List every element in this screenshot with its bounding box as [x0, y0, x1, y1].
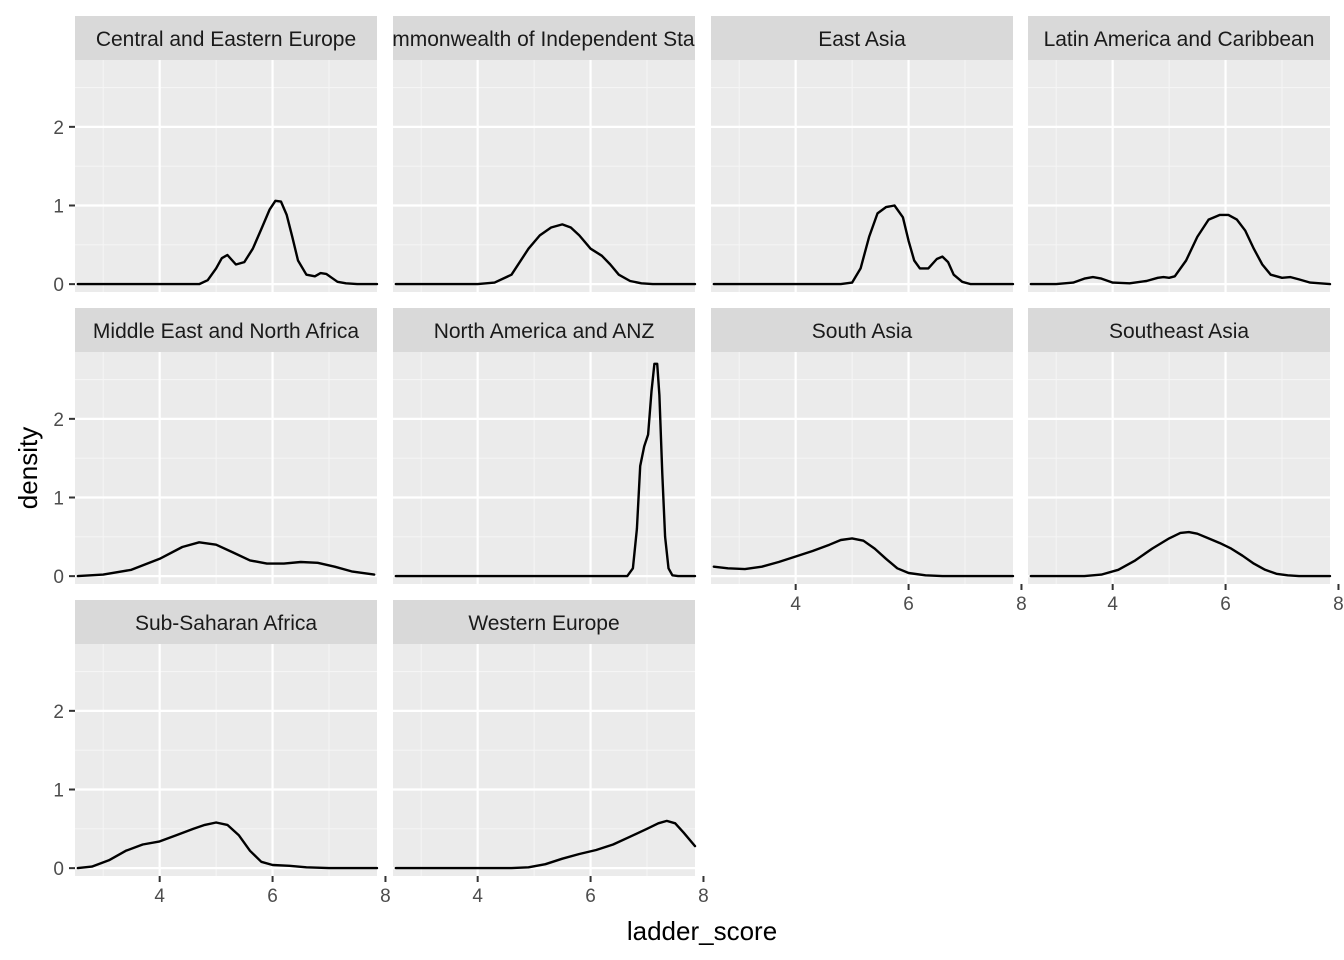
density-line [76, 541, 376, 578]
facet-strip [711, 308, 1013, 352]
y-tick-label: 1 [53, 488, 64, 509]
y-tick-label: 0 [53, 567, 64, 588]
x-tick-label: 4 [790, 594, 801, 615]
y-tick-label: 2 [53, 118, 64, 139]
facet-panel: Western Europe 4 6 8 [393, 600, 709, 907]
facet-panel: North America and ANZ [393, 308, 705, 584]
y-tick-label: 1 [53, 780, 64, 801]
facet-strip-label: Middle East and North Africa [93, 320, 359, 343]
facet-panel: Middle East and North Africa 0 1 2 [53, 308, 387, 588]
panel-background [711, 352, 1013, 584]
x-tick-label: 6 [267, 886, 278, 907]
density-line [76, 821, 379, 870]
x-axis-title: ladder_score [627, 916, 777, 946]
panel-background [711, 60, 1013, 292]
x-tick-label: 8 [1016, 594, 1027, 615]
x-tick-label: 6 [585, 886, 596, 907]
panel-background [75, 60, 377, 292]
panel-background [1028, 352, 1330, 584]
density-line [1029, 530, 1332, 578]
facet-panel: Southeast Asia 4 6 8 [1028, 308, 1344, 615]
facet-strip-label: Sub-Saharan Africa [135, 612, 317, 635]
facet-strip [393, 600, 695, 644]
y-tick-label: 0 [53, 275, 64, 296]
facet-strip-label: East Asia [818, 28, 906, 51]
x-tick-label: 8 [1333, 594, 1344, 615]
panel-background [75, 644, 377, 876]
density-line [394, 362, 697, 578]
facet-strip-label: Western Europe [468, 612, 619, 635]
facet-strip-label: South Asia [812, 320, 913, 343]
facet-panel: Sub-Saharan Africa 0 1 2 4 6 8 [53, 600, 391, 907]
facet-strip [393, 308, 695, 352]
facet-strip-label: Central and Eastern Europe [96, 28, 356, 51]
panel-background [75, 352, 377, 584]
x-tick-label: 4 [1107, 594, 1118, 615]
facet-panel: South Asia 4 6 8 [711, 308, 1027, 615]
y-tick-label: 2 [53, 410, 64, 431]
facet-strip-label: Latin America and Caribbean [1044, 28, 1315, 51]
facet-panel: Central and Eastern Europe 0 1 2 [53, 16, 387, 296]
density-line [394, 223, 697, 286]
facet-strip [75, 600, 377, 644]
panel-background [393, 644, 695, 876]
panel-background [393, 60, 695, 292]
facet-strip [75, 16, 377, 60]
facet-strip-label: Commonwealth of Independent States [365, 28, 722, 51]
panel-background [393, 352, 695, 584]
y-tick-label: 2 [53, 702, 64, 723]
x-tick-label: 4 [154, 886, 165, 907]
x-tick-label: 8 [380, 886, 391, 907]
x-tick-label: 4 [472, 886, 483, 907]
facet-strip [1028, 16, 1330, 60]
facet-panel: East Asia [711, 16, 1023, 292]
facet-strip [393, 16, 695, 60]
panel-background [1028, 60, 1330, 292]
facet-strip [711, 16, 1013, 60]
facet-strip-label: Southeast Asia [1109, 320, 1249, 343]
density-line [712, 537, 1015, 578]
density-line [394, 819, 697, 870]
density-line [1029, 213, 1332, 286]
x-tick-label: 6 [1220, 594, 1231, 615]
facet-strip-label: North America and ANZ [434, 320, 655, 343]
density-line [712, 204, 1015, 286]
facet-panel: Latin America and Caribbean [1028, 16, 1340, 292]
facet-strip [1028, 308, 1330, 352]
facet-strip [75, 308, 377, 352]
y-axis-title: density [13, 427, 43, 509]
x-tick-label: 6 [903, 594, 914, 615]
x-tick-label: 8 [698, 886, 709, 907]
y-tick-label: 1 [53, 196, 64, 217]
density-line [76, 199, 379, 286]
facet-panel: Commonwealth of Independent States [365, 16, 722, 292]
y-tick-label: 0 [53, 859, 64, 880]
